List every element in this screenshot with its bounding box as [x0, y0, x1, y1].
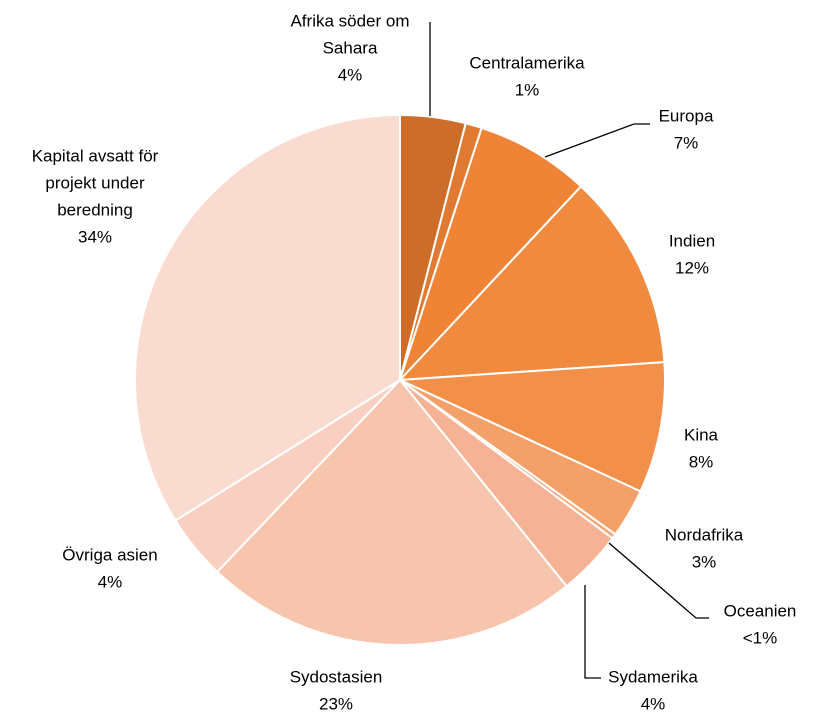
leader-lines-layer: [429, 22, 709, 679]
pie-slice-kapital-avsatt-for-projekt-under-beredning: [134, 113, 401, 522]
slice-label-text-centralamerika: Centralamerika: [469, 53, 585, 72]
slice-label-text-nordafrika: Nordafrika: [665, 525, 744, 544]
pie-slice-kina: [399, 361, 666, 493]
slice-label-text-kapital-avsatt-for-projekt-under-beredning: beredning: [57, 200, 133, 219]
pie-slice-indien: [397, 184, 666, 382]
slice-percent-centralamerika: 1%: [515, 80, 540, 99]
labels-layer: Afrika söder om Sahara 4% Centralamerika 1% E…: [32, 11, 797, 713]
slice-percent-kapital-avsatt-for-projekt-under-beredning: 34%: [78, 227, 112, 246]
slice-label-text-indien: Indien: [669, 231, 715, 250]
slice-label-text-sydamerika: Sydamerika: [608, 667, 698, 686]
slice-percent-afrika-soder-om-sahara: 4%: [338, 65, 363, 84]
slice-label-text-afrika-soder-om-sahara: Afrika söder om: [290, 11, 409, 30]
slice-label-kina: Kina 8%: [684, 425, 719, 471]
pie-slice-sydostasien: [215, 378, 568, 646]
slice-label-oceanien: Oceanien <1%: [724, 601, 797, 647]
slice-label-ovriga-asien: Övriga asien 4%: [62, 545, 157, 591]
slice-percent-oceanien: <1%: [743, 628, 778, 647]
slice-percent-kina: 8%: [689, 452, 714, 471]
slice-label-text-afrika-soder-om-sahara: Sahara: [323, 38, 378, 57]
slice-percent-sydamerika: 4%: [641, 694, 666, 713]
slice-label-europa: Europa 7%: [659, 106, 714, 152]
slice-label-text-sydostasien: Sydostasien: [290, 667, 383, 686]
slice-percent-europa: 7%: [674, 133, 699, 152]
slice-label-text-kina: Kina: [684, 425, 719, 444]
leader-line-oceanien: [608, 542, 709, 619]
slice-label-text-kapital-avsatt-for-projekt-under-beredning: projekt under: [45, 173, 145, 192]
leader-line-europa: [544, 123, 650, 158]
slice-label-sydostasien: Sydostasien 23%: [290, 667, 383, 713]
leader-line-sydamerika: [584, 585, 601, 679]
slice-percent-sydostasien: 23%: [319, 694, 353, 713]
slices-layer: [134, 113, 666, 646]
slice-label-text-kapital-avsatt-for-projekt-under-beredning: Kapital avsatt för: [32, 146, 159, 165]
slice-label-centralamerika: Centralamerika 1%: [469, 53, 585, 99]
slice-label-sydamerika: Sydamerika 4%: [608, 667, 698, 713]
pie-slice-europa: [399, 126, 583, 381]
slice-label-text-europa: Europa: [659, 106, 714, 125]
slice-label-text-ovriga-asien: Övriga asien: [62, 545, 157, 564]
slice-percent-nordafrika: 3%: [692, 552, 717, 571]
slice-label-nordafrika: Nordafrika 3%: [665, 525, 744, 571]
slice-label-kapital-avsatt-for-projekt-under-beredning: Kapital avsatt för projekt under beredning…: [32, 146, 159, 246]
slice-label-indien: Indien 12%: [669, 231, 715, 277]
slice-percent-ovriga-asien: 4%: [98, 572, 123, 591]
slice-label-afrika-soder-om-sahara: Afrika söder om Sahara 4%: [290, 11, 409, 84]
slice-label-text-oceanien: Oceanien: [724, 601, 797, 620]
slice-percent-indien: 12%: [675, 258, 709, 277]
